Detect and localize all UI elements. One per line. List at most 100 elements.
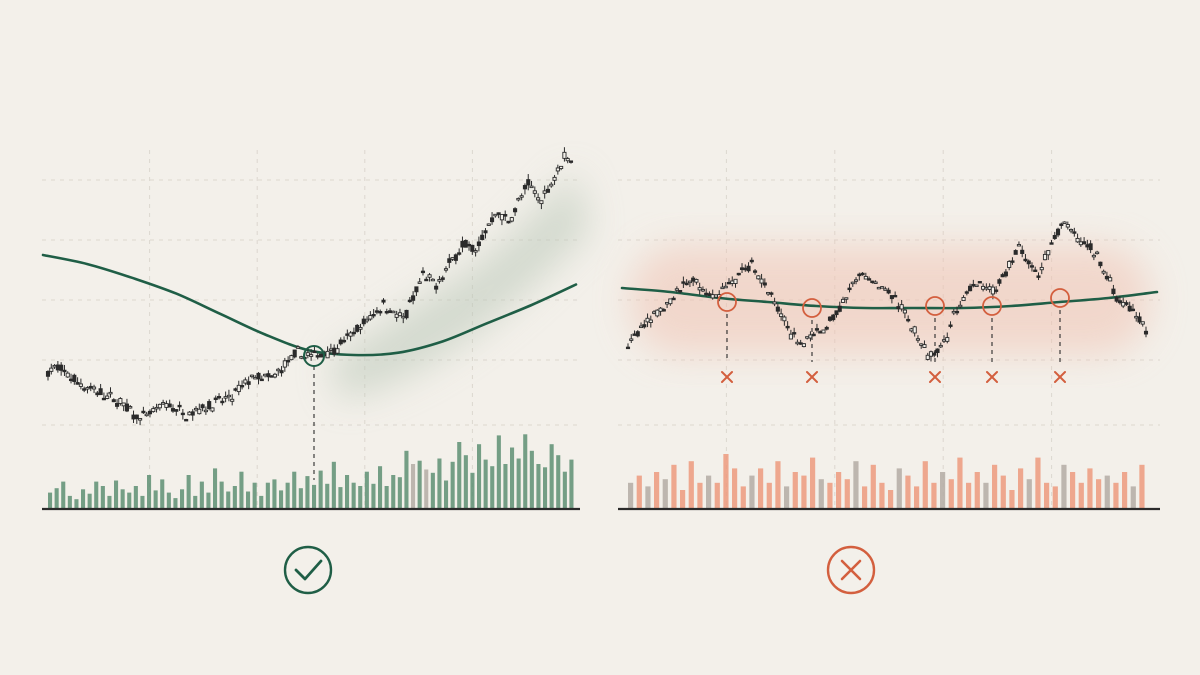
left-candle-body xyxy=(315,355,320,358)
right-volume-bar xyxy=(827,482,833,508)
left-candle-body xyxy=(174,409,179,412)
left-volume-bar xyxy=(133,486,138,508)
right-candle-body xyxy=(867,278,872,281)
left-candle-body xyxy=(226,394,231,398)
left-candle-body xyxy=(509,217,514,222)
right-candle-body xyxy=(772,301,777,305)
left-candle-body xyxy=(286,360,291,363)
right-candle-body xyxy=(902,309,907,314)
right-volume-bar xyxy=(732,468,738,508)
right-candle-body xyxy=(880,286,885,289)
right-candle-body xyxy=(854,279,859,282)
right-candle-body xyxy=(814,328,820,331)
right-candle-body xyxy=(635,331,640,337)
right-candle-body xyxy=(638,325,644,329)
right-volume-bar xyxy=(818,479,824,508)
right-candle-body xyxy=(759,278,764,284)
left-candle-body xyxy=(378,310,383,314)
left-volume-bar xyxy=(226,491,231,508)
left-volume-bar xyxy=(331,461,336,508)
left-candle-body xyxy=(503,214,508,217)
left-candle-body xyxy=(404,309,409,319)
right-candle-body xyxy=(1046,250,1051,256)
left-candle-body xyxy=(134,414,139,420)
right-candle-body xyxy=(648,319,653,323)
left-volume-bar xyxy=(94,481,99,508)
right-candle-body xyxy=(889,295,894,300)
left-candle-body xyxy=(240,385,245,388)
left-volume-bar xyxy=(444,480,449,508)
left-candle-body xyxy=(170,408,176,412)
left-candle-body xyxy=(101,397,106,401)
left-crossover-marker xyxy=(303,345,325,480)
right-volume-bar xyxy=(671,464,677,508)
right-volume-bar xyxy=(784,486,790,508)
left-candle-body xyxy=(332,347,337,355)
right-chart-panel xyxy=(618,150,1160,511)
right-candle-body xyxy=(733,278,738,284)
left-volume-bar xyxy=(153,490,158,508)
right-candle-body xyxy=(1023,258,1028,262)
right-glow-shape xyxy=(630,245,1150,355)
right-volume-bar xyxy=(1087,468,1093,508)
right-candle-body xyxy=(1072,231,1077,234)
left-candle-body xyxy=(246,381,251,385)
right-candle-body xyxy=(1000,274,1005,278)
left-volume-bar xyxy=(312,484,317,508)
left-volume-bar xyxy=(173,498,178,508)
left-candle-body xyxy=(95,392,100,396)
left-volume-bar xyxy=(529,450,534,508)
right-candle-body xyxy=(645,317,650,323)
left-volume-bar xyxy=(67,495,72,508)
left-candle-body xyxy=(341,339,347,343)
right-candle-body xyxy=(837,305,842,312)
left-candle-body xyxy=(233,388,238,391)
left-volume-bar xyxy=(325,483,330,508)
right-candle-body xyxy=(668,298,673,305)
left-candle-body xyxy=(49,367,54,372)
right-candle-body xyxy=(625,346,631,350)
left-candle-body xyxy=(72,374,77,382)
right-candle-body xyxy=(844,297,849,300)
left-candle-body xyxy=(279,370,284,374)
left-volume-bar xyxy=(496,435,501,508)
right-candle-body xyxy=(655,309,660,317)
right-candle-body xyxy=(990,286,995,295)
right-candle-body xyxy=(678,289,683,293)
right-candle-body xyxy=(1003,271,1008,277)
right-volume-bar xyxy=(1061,464,1067,508)
left-volume-bar xyxy=(48,492,53,508)
right-candle-body xyxy=(723,285,728,289)
right-volume-bar xyxy=(914,486,920,508)
left-volume-bar xyxy=(569,459,574,508)
right-candle-body xyxy=(1069,228,1074,232)
right-candle-body xyxy=(827,316,833,321)
right-candle-body xyxy=(785,325,790,329)
right-candle-body xyxy=(1137,316,1142,323)
left-candle-body xyxy=(318,353,324,358)
left-volume-bar xyxy=(384,486,389,508)
left-volume-bar xyxy=(543,467,548,508)
left-candle-body xyxy=(55,364,60,371)
right-volume-bar xyxy=(992,464,998,508)
right-candle-body xyxy=(700,289,705,292)
right-candle-body xyxy=(886,289,891,294)
left-candle-body xyxy=(68,378,74,382)
left-candle-body xyxy=(384,311,389,314)
right-volume-bar xyxy=(1000,475,1006,508)
left-candle-body xyxy=(115,402,120,407)
right-candle-body xyxy=(720,286,725,290)
right-candle-body xyxy=(1143,330,1149,335)
right-candle-body xyxy=(739,267,745,270)
right-candle-body xyxy=(1088,243,1093,251)
left-candle-body xyxy=(167,403,172,408)
right-volume-bar xyxy=(1070,472,1076,508)
left-candle-body xyxy=(552,176,557,181)
left-candle-body xyxy=(272,373,278,378)
left-candle-body xyxy=(312,350,317,354)
right-candle-body xyxy=(1091,254,1096,258)
right-volume-bar xyxy=(844,479,850,508)
right-volume-bar xyxy=(801,475,807,508)
left-glow-shape xyxy=(330,170,590,400)
